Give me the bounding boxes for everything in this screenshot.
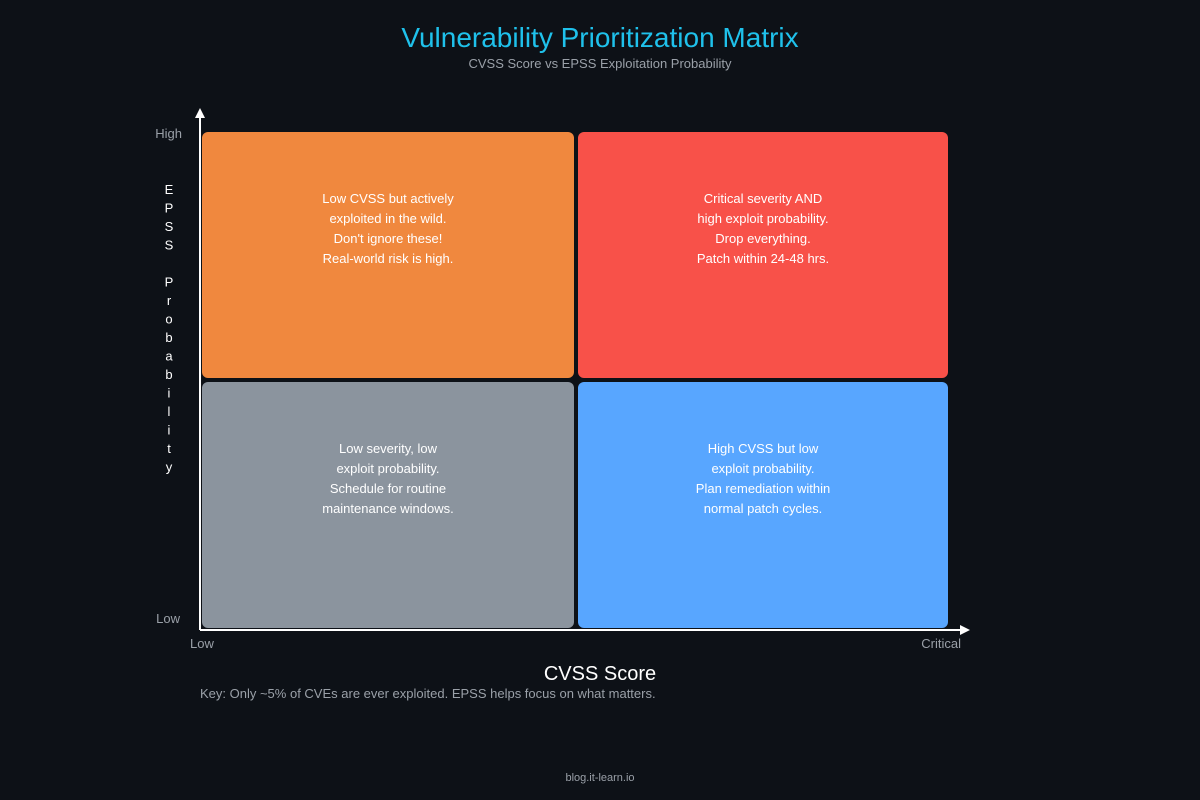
y-high: High (155, 126, 182, 141)
x-axis-label: CVSS Score (544, 663, 656, 685)
x-high: Critical (921, 636, 961, 651)
title: Vulnerability Prioritization Matrix (401, 22, 798, 53)
y-axis-label: EPSS Probability (162, 182, 177, 478)
quadrant-text: high exploit probability. (697, 211, 828, 226)
quadrant-top-left (202, 132, 574, 378)
quadrant-text: normal patch cycles. (704, 501, 823, 516)
quadrant-text: Patch within 24-48 hrs. (697, 251, 829, 266)
quadrant-text: Low severity, low (339, 441, 438, 456)
y-arrow (195, 108, 205, 118)
quadrant-text: High CVSS but low (708, 441, 819, 456)
x-low: Low (190, 636, 214, 651)
quadrant-bottom-left (202, 382, 574, 628)
footer: blog.it-learn.io (565, 772, 634, 784)
key-note: Key: Only ~5% of CVEs are ever exploited… (200, 686, 656, 701)
y-low: Low (156, 611, 180, 626)
quadrant-text: maintenance windows. (322, 501, 454, 516)
quadrant-top-right (578, 132, 948, 378)
quadrant-text: Drop everything. (715, 231, 810, 246)
quadrant-text: Real-world risk is high. (323, 251, 454, 266)
quadrant-text: Don't ignore these! (334, 231, 443, 246)
quadrant-bottom-right (578, 382, 948, 628)
quadrant-text: Plan remediation within (696, 481, 830, 496)
quadrant-text: Schedule for routine (330, 481, 446, 496)
subtitle: CVSS Score vs EPSS Exploitation Probabil… (468, 56, 732, 71)
quadrant-text: Critical severity AND (704, 191, 822, 206)
quadrant-text: exploit probability. (711, 461, 814, 476)
quadrant-text: Low CVSS but actively (322, 191, 454, 206)
quadrant-text: exploit probability. (336, 461, 439, 476)
quadrant-text: exploited in the wild. (329, 211, 446, 226)
x-arrow (960, 625, 970, 635)
